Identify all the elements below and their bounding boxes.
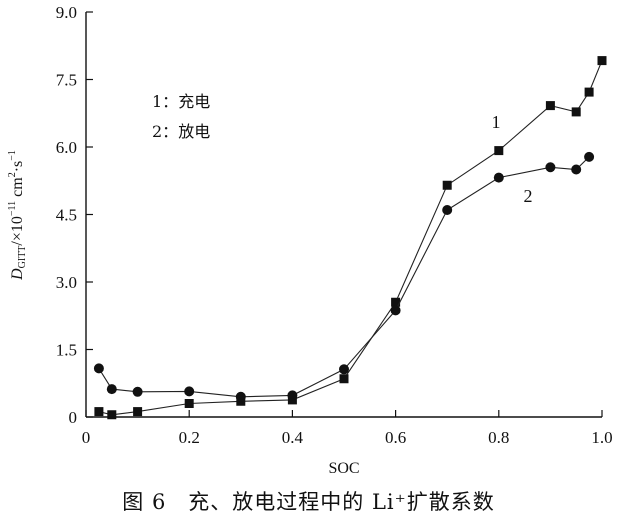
series-1-point-12 [584,87,594,97]
series-2-point-0 [93,363,104,374]
series-2-point-2 [132,386,143,397]
series-1-point-7 [391,297,401,307]
series-2-point-3 [184,386,195,397]
series-2-point-1 [106,384,117,395]
y-tick-label-0: 0 [69,408,78,427]
y-axis-title-symbol: D [9,268,26,281]
series-2-point-5 [287,390,298,401]
x-tick-label-3: 0.6 [385,428,406,447]
series-2-point-12 [584,151,595,162]
y-axis-title-exponent: −11 [7,201,18,216]
x-ticks: 0 0.2 0.4 0.6 0.8 1.0 [82,410,613,447]
y-ticks: 0 1.5 3.0 4.5 6.0 7.5 9.0 [56,3,93,427]
series-2-line [98,156,590,398]
series-2-point-10 [545,162,556,173]
series-1-point-0 [94,407,104,417]
legend-entry-2: 2：放电 [152,122,210,141]
x-tick-label-5: 1.0 [591,428,612,447]
series-2-point-11 [571,164,582,175]
series-2-point-7 [390,305,401,316]
series-1-point-9 [494,146,504,156]
x-tick-label-4: 0.8 [488,428,509,447]
y-tick-label-4: 6.0 [56,138,77,157]
series-2-point-8 [442,205,453,215]
legend-entry-1-number: 1： [152,92,178,111]
y-axis-title-unit-squared: 2 [7,172,18,177]
series-group [93,56,607,420]
series-2-point-6 [339,364,349,375]
legend: 1：充电 2：放电 [152,92,210,141]
y-tick-label-3: 4.5 [56,206,77,225]
legend-entry-2-number: 2： [152,122,178,141]
series-1-point-11 [571,107,581,117]
series-1-point-1 [107,410,117,420]
y-axis-title-unit-cm: cm [9,177,26,201]
series-1-point-6 [339,374,349,384]
x-tick-label-2: 0.4 [282,428,304,447]
series-1-point-10 [545,101,555,111]
y-axis-title: DGITT/×10−11 cm2·s−1 [7,150,28,281]
y-axis-title-scale: /×10 [9,216,26,245]
legend-entry-2-label: 放电 [178,122,210,141]
legend-entry-1: 1：充电 [152,92,210,111]
series-1-point-2 [133,407,143,417]
series-1-point-13 [597,56,607,66]
y-tick-label-1: 1.5 [56,341,77,360]
y-tick-label-5: 7.5 [56,71,77,90]
figure-caption: 图 6 充、放电过程中的 Li⁺扩散系数 [122,490,495,514]
series-1-point-8 [442,180,452,190]
series-2-point-4 [235,391,246,402]
x-axis-title: SOC [328,460,359,477]
x-tick-label-0: 0 [82,428,91,447]
y-tick-label-2: 3.0 [56,273,77,292]
series-2-tag: 2 [524,186,533,206]
y-axis-title-unit-exponent: −1 [7,150,18,161]
legend-entry-1-label: 充电 [178,92,210,111]
series-1-point-3 [184,399,194,408]
series-1-tag: 1 [492,112,501,132]
series-2-point-9 [493,172,504,183]
x-tick-label-1: 0.2 [179,428,200,447]
y-axis-title-unit-s: ·s [9,161,26,173]
diffusion-coefficient-chart: 0 1.5 3.0 4.5 6.0 7.5 9.0 0 0.2 0.4 0.6 0.8 1.0 SOC… [7,3,613,477]
axes [85,12,602,418]
y-axis-title-subscript: GITT [17,246,28,269]
y-tick-label-6: 9.0 [56,3,77,22]
